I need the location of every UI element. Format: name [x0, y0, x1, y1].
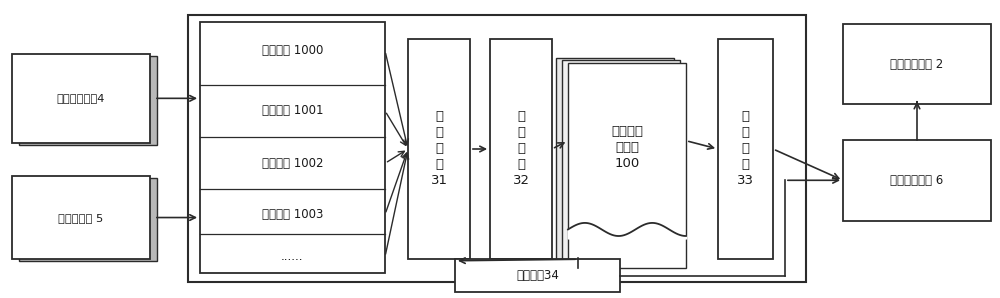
Bar	[843, 24, 991, 104]
Bar	[19, 56, 157, 145]
Bar	[568, 63, 686, 268]
Text: 封
包
上
传
33: 封 包 上 传 33	[737, 111, 754, 187]
Bar	[12, 176, 150, 259]
Text: 数
据
过
滤
31: 数 据 过 滤 31	[430, 111, 447, 187]
Text: 数据汇聚接口 6: 数据汇聚接口 6	[890, 174, 944, 187]
Bar	[562, 60, 680, 266]
Bar	[490, 39, 552, 259]
Bar	[843, 140, 991, 221]
Bar	[188, 15, 806, 282]
Text: 智能传感器 5: 智能传感器 5	[58, 212, 104, 223]
Bar	[556, 58, 674, 264]
Text: ......: ......	[281, 250, 304, 263]
Bar	[408, 39, 470, 259]
Bar	[718, 39, 773, 259]
Text: 协
议
转
换
32: 协 议 转 换 32	[512, 111, 530, 187]
Text: 采集进程 1002: 采集进程 1002	[262, 157, 323, 170]
Bar	[12, 54, 150, 143]
Text: 断点续传34: 断点续传34	[516, 269, 559, 282]
Bar	[19, 178, 157, 261]
Bar	[200, 22, 385, 273]
Text: 第一共享
内存区
100: 第一共享 内存区 100	[611, 125, 643, 170]
Text: 采集进程 1000: 采集进程 1000	[262, 44, 323, 57]
Text: 采集进程 1001: 采集进程 1001	[262, 104, 323, 117]
Bar	[455, 259, 620, 292]
Text: 数据接收接口 2: 数据接收接口 2	[890, 58, 944, 71]
Text: 工业控制系统4: 工业控制系统4	[57, 93, 105, 103]
Text: 采集进程 1003: 采集进程 1003	[262, 208, 323, 221]
